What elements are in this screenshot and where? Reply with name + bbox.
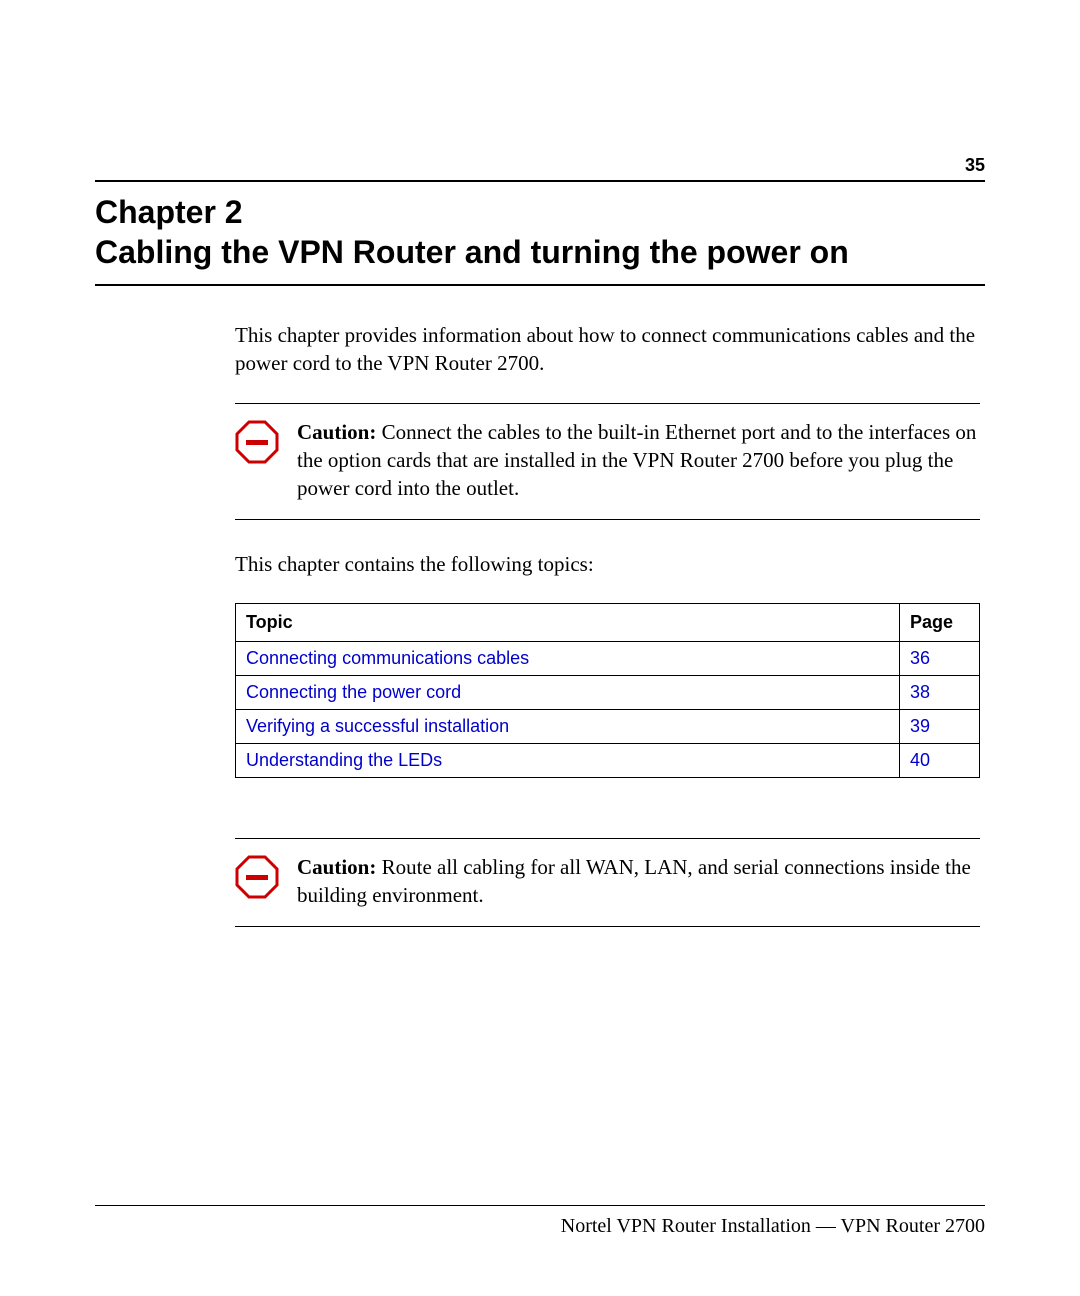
chapter-title-text: Cabling the VPN Router and turning the p… [95,234,849,270]
caution-block-2: Caution: Route all cabling for all WAN, … [235,838,980,927]
table-row: Connecting the power cord 38 [236,676,980,710]
header-rule [95,180,985,182]
page-link[interactable]: 38 [900,676,980,710]
topics-table: Topic Page Connecting communications cab… [235,603,980,778]
table-header-row: Topic Page [236,604,980,642]
caution-label: Caution: [297,855,376,879]
table-row: Understanding the LEDs 40 [236,744,980,778]
caution-icon [235,420,279,464]
caution-body: Route all cabling for all WAN, LAN, and … [297,855,971,907]
col-header-page: Page [900,604,980,642]
table-row: Verifying a successful installation 39 [236,710,980,744]
caution-body: Connect the cables to the built-in Ether… [297,420,976,501]
col-header-topic: Topic [236,604,900,642]
topics-intro: This chapter contains the following topi… [235,550,980,578]
caution-text-2: Caution: Route all cabling for all WAN, … [297,853,980,910]
page-link[interactable]: 39 [900,710,980,744]
footer-text: Nortel VPN Router Installation — VPN Rou… [561,1215,985,1238]
caution-text-1: Caution: Connect the cables to the built… [297,418,980,503]
intro-paragraph: This chapter provides information about … [235,321,980,378]
chapter-label: Chapter 2 [95,194,243,230]
chapter-heading: Chapter 2 Cabling the VPN Router and tur… [95,192,985,272]
caution-label: Caution: [297,420,376,444]
footer-rule [95,1205,985,1206]
topic-link[interactable]: Understanding the LEDs [236,744,900,778]
topic-link[interactable]: Connecting communications cables [236,642,900,676]
page-link[interactable]: 40 [900,744,980,778]
document-page: 35 Chapter 2 Cabling the VPN Router and … [0,0,1080,1296]
page-link[interactable]: 36 [900,642,980,676]
caution-block-1: Caution: Connect the cables to the built… [235,403,980,520]
topic-link[interactable]: Verifying a successful installation [236,710,900,744]
page-number: 35 [965,155,985,176]
table-row: Connecting communications cables 36 [236,642,980,676]
title-underline [95,284,985,286]
topic-link[interactable]: Connecting the power cord [236,676,900,710]
caution-icon [235,855,279,899]
